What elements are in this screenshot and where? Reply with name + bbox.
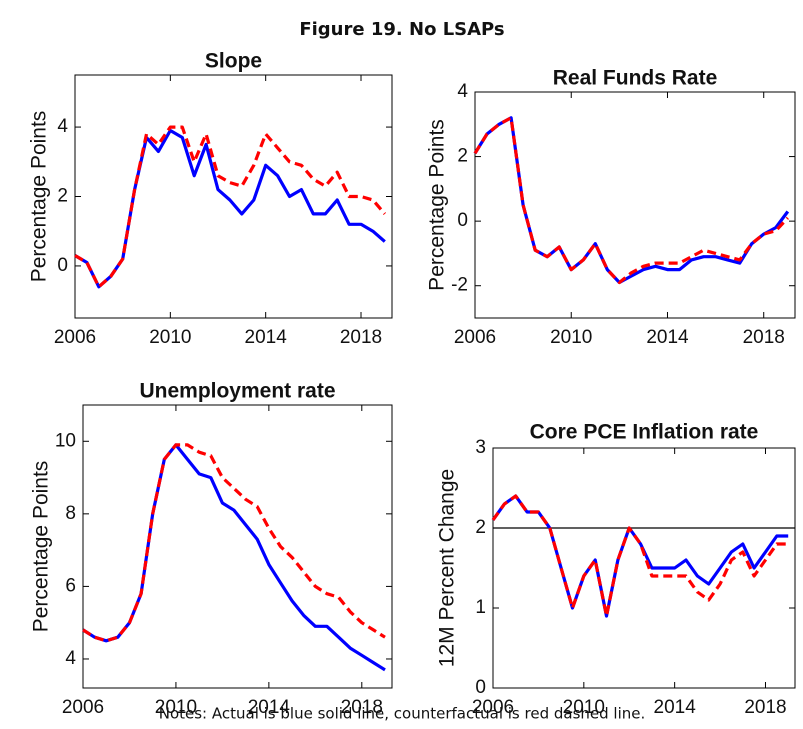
series-line bbox=[82, 443, 386, 643]
x-tick-label: 2018 bbox=[341, 697, 383, 718]
y-tick-label: 2 bbox=[57, 186, 68, 207]
y-tick-label: 2 bbox=[457, 146, 468, 167]
y-tick-label: 10 bbox=[55, 430, 76, 451]
x-tick-label: 2010 bbox=[155, 697, 197, 718]
y-tick-label: 0 bbox=[475, 677, 486, 698]
y-tick-label: 0 bbox=[457, 210, 468, 231]
plot-area bbox=[82, 404, 393, 689]
y-tick-label: 3 bbox=[475, 437, 486, 458]
y-tick-label: 4 bbox=[457, 81, 468, 102]
x-tick-label: 2006 bbox=[454, 327, 496, 348]
panel-title: Unemployment rate bbox=[139, 380, 335, 403]
panel-title: Real Funds Rate bbox=[553, 67, 718, 90]
y-tick-label: 8 bbox=[65, 503, 76, 524]
x-tick-label: 2010 bbox=[550, 327, 592, 348]
y-axis-label: Percentage Points bbox=[30, 461, 53, 633]
x-tick-label: 2014 bbox=[245, 327, 288, 348]
x-tick-label: 2014 bbox=[646, 327, 689, 348]
y-axis-label: 12M Percent Change bbox=[436, 469, 459, 667]
y-tick-label: -2 bbox=[451, 275, 468, 296]
x-tick-label: 2018 bbox=[743, 327, 785, 348]
series-line bbox=[82, 443, 386, 672]
notes: Notes: Actual is blue solid line, counte… bbox=[159, 705, 646, 723]
y-tick-label: 6 bbox=[65, 575, 76, 596]
y-tick-label: 4 bbox=[57, 116, 68, 137]
x-tick-label: 2014 bbox=[248, 697, 291, 718]
figure-title: Figure 19. No LSAPs bbox=[299, 19, 504, 40]
y-axis-label: Percentage Points bbox=[426, 119, 449, 291]
x-tick-label: 2018 bbox=[744, 697, 786, 718]
x-tick-label: 2006 bbox=[472, 697, 514, 718]
series-line bbox=[74, 125, 387, 289]
panel-title: Slope bbox=[205, 50, 262, 73]
plot-area bbox=[492, 447, 796, 689]
y-tick-label: 1 bbox=[475, 597, 486, 618]
x-tick-label: 2010 bbox=[149, 327, 191, 348]
plot-area bbox=[474, 91, 796, 319]
x-tick-label: 2014 bbox=[654, 697, 697, 718]
x-tick-label: 2010 bbox=[563, 697, 605, 718]
y-axis-label: Percentage Points bbox=[28, 111, 51, 283]
series-line bbox=[473, 116, 789, 285]
x-tick-label: 2006 bbox=[62, 697, 104, 718]
panel-title: Core PCE Inflation rate bbox=[530, 421, 759, 444]
series-line bbox=[491, 494, 789, 618]
x-tick-label: 2018 bbox=[340, 327, 382, 348]
plot-area bbox=[74, 74, 393, 319]
y-tick-label: 0 bbox=[57, 255, 68, 276]
y-tick-label: 4 bbox=[65, 648, 76, 669]
x-tick-label: 2006 bbox=[54, 327, 96, 348]
y-tick-label: 2 bbox=[475, 517, 486, 538]
